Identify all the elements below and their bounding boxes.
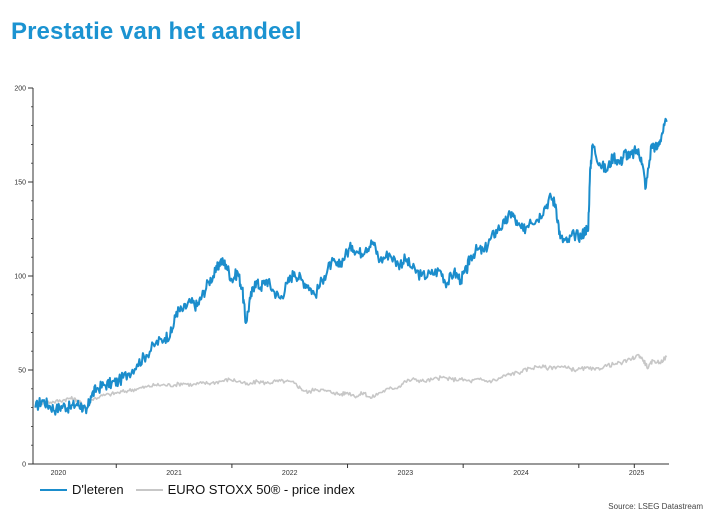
y-tick-label: 150 [14,180,26,187]
chart-legend: D'leteren EURO STOXX 50® - price index [40,482,367,497]
legend-swatch-eurostoxx [135,488,163,491]
x-tick-label: 2020 [51,470,67,477]
legend-item-dieteren: D'leteren [40,482,124,497]
y-tick-label: 50 [18,368,26,375]
y-tick-label: 100 [14,274,26,281]
x-tick-label: 2022 [282,470,298,477]
legend-label-eurostoxx: EURO STOXX 50® - price index [167,482,355,497]
y-tick-label: 200 [14,86,26,93]
source-note: Source: LSEG Datastream [608,502,703,511]
legend-item-eurostoxx: EURO STOXX 50® - price index [135,482,355,497]
x-tick-label: 2023 [398,470,414,477]
stock-performance-chart: 0 50 100 150 200 2020 2021 2022 2023 2024 2025 [14,86,669,477]
series-line-eurostoxx [34,353,668,411]
chart-axes: 0 50 100 150 200 2020 2021 2022 2023 2024 2025 [14,86,669,477]
legend-label-dieteren: D'leteren [72,482,124,497]
page-title: Prestatie van het aandeel [11,18,302,45]
x-tick-label: 2025 [629,470,645,477]
x-tick-label: 2024 [513,470,529,477]
legend-swatch-dieteren [40,488,67,491]
y-tick-label: 0 [22,462,26,469]
chart-series [34,117,668,416]
series-line-dieteren [34,117,668,416]
x-tick-label: 2021 [166,470,182,477]
